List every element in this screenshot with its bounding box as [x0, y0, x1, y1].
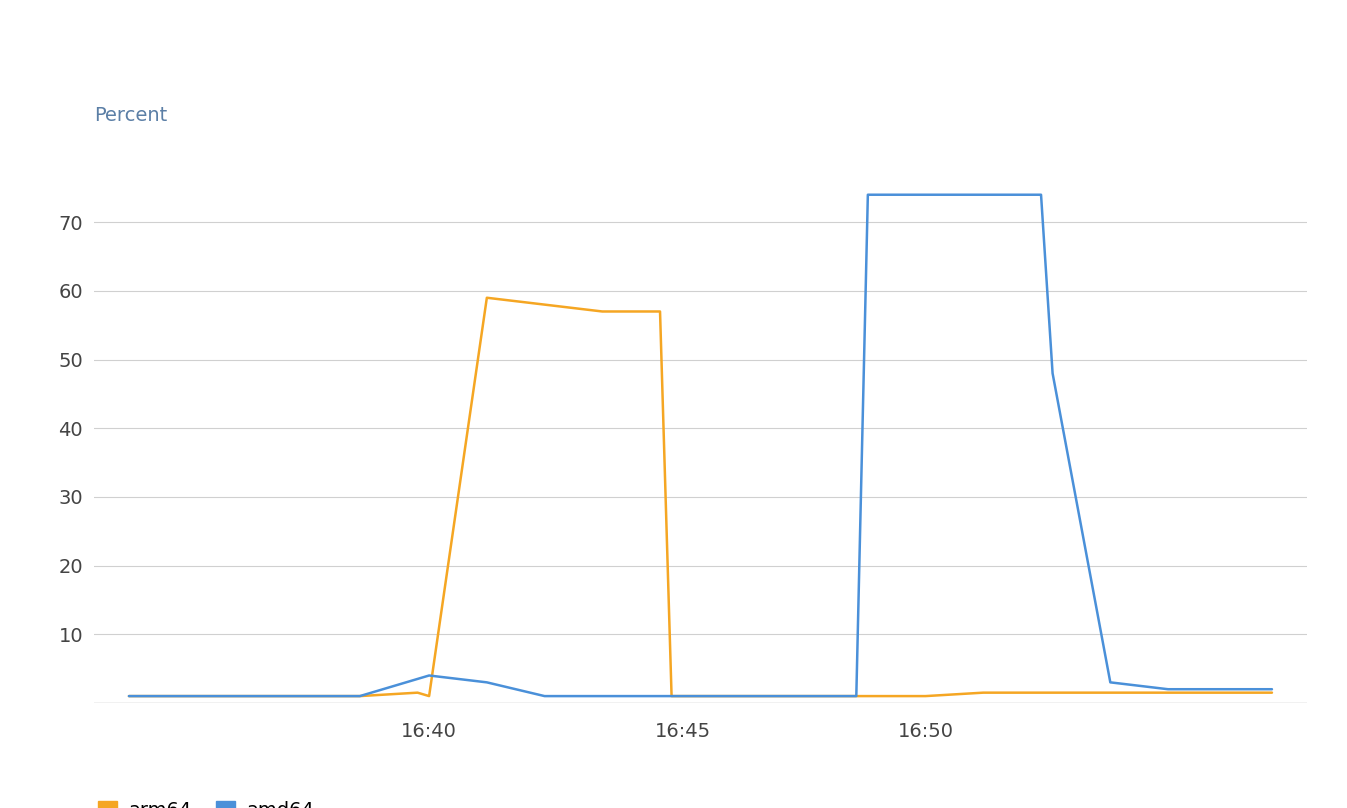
- Text: Percent: Percent: [94, 106, 167, 125]
- Legend: arm64, amd64: arm64, amd64: [98, 801, 315, 808]
